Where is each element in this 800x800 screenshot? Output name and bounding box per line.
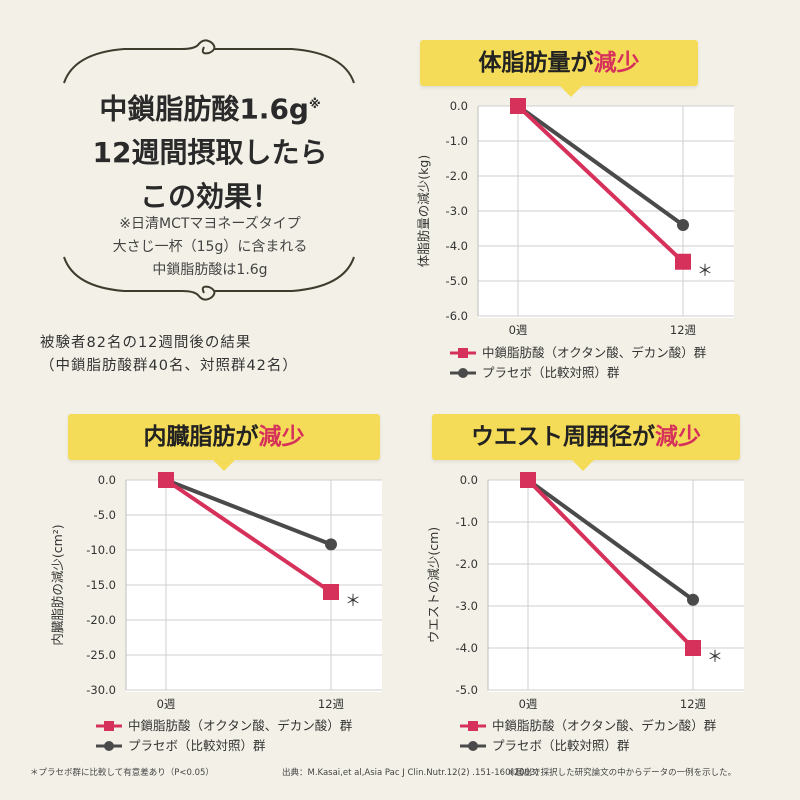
note-line2: 大さじ一杯（15g）に含まれる xyxy=(112,239,308,255)
banner-prefix: ウエスト周囲径が xyxy=(471,424,655,450)
y-tick-label: -15.0 xyxy=(86,578,116,592)
banner-prefix: 体脂肪量が xyxy=(478,50,594,76)
y-axis-label: ウエストの減少(cm) xyxy=(426,527,441,643)
legend-waist: 中鎖脂肪酸（オクタン酸、デカン酸）群 プラセボ（比較対照）群 xyxy=(460,716,716,756)
y-tick-label: -3.0 xyxy=(456,599,478,613)
significance-mark: ＊ xyxy=(345,591,361,610)
legend-item-mct: 中鎖脂肪酸（オクタン酸、デカン酸）群 xyxy=(460,716,716,736)
legend-square-marker-icon xyxy=(460,721,486,731)
x-tick-label: 12週 xyxy=(670,323,697,337)
y-axis-label: 内臓脂肪の減少(cm²) xyxy=(50,524,65,645)
legend-circle-marker-icon xyxy=(460,741,486,751)
mct-note: ※日清MCTマヨネーズタイプ 大さじ一杯（15g）に含まれる 中鎖脂肪酸は1.6… xyxy=(60,213,360,282)
chart-waist: 0.0 -1.0 -2.0 -3.0 -4.0 -5.0 0週 12週 ウエストの減少(cm) ＊ xyxy=(426,472,744,711)
y-tick-label: -5.0 xyxy=(94,508,116,522)
y-tick-label: -10.0 xyxy=(86,543,116,557)
series-line-mct xyxy=(526,478,695,650)
data-point-placebo xyxy=(687,593,699,606)
y-tick-label: -30.0 xyxy=(86,683,116,697)
data-point-mct xyxy=(323,584,339,600)
ornament-frame xyxy=(63,39,355,301)
legend-item-mct: 中鎖脂肪酸（オクタン酸、デカン酸）群 xyxy=(96,716,352,736)
headline-line1: 中鎖脂肪酸1.6g xyxy=(99,92,309,126)
legend-square-marker-icon xyxy=(450,348,476,358)
y-tick-label: -6.0 xyxy=(446,309,468,323)
legend-square-marker-icon xyxy=(96,721,122,731)
data-point-placebo xyxy=(325,538,337,551)
legend-label-mct: 中鎖脂肪酸（オクタン酸、デカン酸）群 xyxy=(128,718,353,733)
y-tick-label: -5.0 xyxy=(456,683,478,697)
series-line-placebo xyxy=(516,104,685,227)
x-tick-label: 12週 xyxy=(318,697,345,711)
banner-accent: 減少 xyxy=(655,424,701,450)
footer-significance-note: ＊プラセボ群に比較して有意差あり（P<0.05） xyxy=(30,768,214,778)
y-axis-label: 体脂肪量の減少(kg) xyxy=(416,155,431,267)
legend-item-placebo: プラセボ（比較対照）群 xyxy=(450,363,706,383)
banner-accent: 減少 xyxy=(593,50,640,76)
x-tick-label: 0週 xyxy=(157,697,176,711)
legend-body-fat: 中鎖脂肪酸（オクタン酸、デカン酸）群 プラセボ（比較対照）群 xyxy=(450,343,706,383)
significance-mark: ＊ xyxy=(707,647,723,666)
chart-visceral-fat: 0.0 -5.0 -10.0 -15.0 -20.0 -25.0 -30.0 0週 12週 内臓脂… xyxy=(50,472,382,711)
note-line1: ※日清MCTマヨネーズタイプ xyxy=(119,216,301,232)
y-tick-label: 0.0 xyxy=(98,473,116,487)
series-line-mct xyxy=(516,104,685,264)
y-tick-label: -25.0 xyxy=(86,648,116,662)
legend-item-mct: 中鎖脂肪酸（オクタン酸、デカン酸）群 xyxy=(450,343,706,363)
chart-body-fat: 0.0 -1.0 -2.0 -3.0 -4.0 -5.0 -6.0 0週 12週 体脂肪量の減少(… xyxy=(416,98,734,337)
data-point-mct xyxy=(520,472,536,488)
legend-visceral-fat: 中鎖脂肪酸（オクタン酸、デカン酸）群 プラセボ（比較対照）群 xyxy=(96,716,352,756)
headline-line2: 12週間摂取したら xyxy=(92,136,328,170)
x-tick-label: 0週 xyxy=(509,323,528,337)
data-point-mct xyxy=(158,472,174,488)
x-tick-label: 12週 xyxy=(680,697,707,711)
y-tick-label: -20.0 xyxy=(86,613,116,627)
legend-label-mct: 中鎖脂肪酸（オクタン酸、デカン酸）群 xyxy=(482,345,707,360)
headline-mark: ※ xyxy=(308,97,321,111)
legend-label-placebo: プラセボ（比較対照）群 xyxy=(128,738,266,753)
data-point-mct xyxy=(685,640,701,656)
footer-citation: 出典：M.Kasai,et al,Asia Pac J Clin.Nutr.12… xyxy=(282,768,539,778)
data-point-mct xyxy=(675,253,691,270)
banner-prefix: 内臓脂肪が xyxy=(143,424,259,450)
subjects-line1: 被験者82名の12週間後の結果 xyxy=(40,335,252,351)
legend-label-mct: 中鎖脂肪酸（オクタン酸、デカン酸）群 xyxy=(492,718,717,733)
legend-item-placebo: プラセボ（比較対照）群 xyxy=(96,736,352,756)
y-tick-label: -1.0 xyxy=(456,515,478,529)
legend-item-placebo: プラセボ（比較対照）群 xyxy=(460,736,716,756)
y-tick-label: -2.0 xyxy=(456,557,478,571)
legend-circle-marker-icon xyxy=(96,741,122,751)
data-point-placebo xyxy=(677,219,689,231)
headline-line3: この効果！ xyxy=(139,180,280,214)
y-tick-label: -5.0 xyxy=(446,274,468,288)
subjects-summary: 被験者82名の12週間後の結果 （中鎖脂肪酸群40名、対照群42名） xyxy=(40,332,370,378)
series-line-placebo xyxy=(526,478,695,602)
chart-panel-waist xyxy=(488,480,744,692)
y-tick-label: -3.0 xyxy=(446,204,468,218)
banner-body-fat: 体脂肪量が減少 xyxy=(420,40,698,97)
legend-circle-marker-icon xyxy=(450,368,476,378)
banner-visceral-fat: 内臓脂肪が減少 xyxy=(68,414,380,471)
banner-accent: 減少 xyxy=(258,424,305,450)
banner-waist: ウエスト周囲径が減少 xyxy=(432,414,740,471)
series-line-placebo xyxy=(165,478,332,547)
data-point-mct xyxy=(510,98,526,114)
note-line3: 中鎖脂肪酸は1.6g xyxy=(152,262,268,278)
y-tick-label: -4.0 xyxy=(456,641,478,655)
subjects-line2: （中鎖脂肪酸群40名、対照群42名） xyxy=(40,358,298,374)
y-tick-label: 0.0 xyxy=(450,99,468,113)
significance-mark: ＊ xyxy=(697,261,713,280)
y-tick-label: -1.0 xyxy=(446,134,468,148)
legend-label-placebo: プラセボ（比較対照）群 xyxy=(482,365,620,380)
footer-disclaimer: ※届出で採択した研究論文の中からデータの一例を示した。 xyxy=(508,768,737,778)
y-tick-label: -2.0 xyxy=(446,169,468,183)
series-line-mct xyxy=(164,478,333,594)
legend-label-placebo: プラセボ（比較対照）群 xyxy=(492,738,630,753)
headline: 中鎖脂肪酸1.6g※ 12週間摂取したら この効果！ xyxy=(60,82,360,219)
y-tick-label: 0.0 xyxy=(460,473,478,487)
y-tick-label: -4.0 xyxy=(446,239,468,253)
x-tick-label: 0週 xyxy=(519,697,538,711)
